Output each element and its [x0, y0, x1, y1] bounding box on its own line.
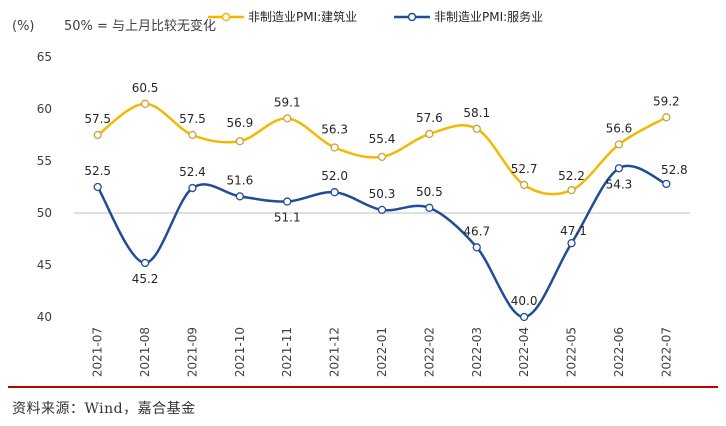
data-point [188, 130, 197, 140]
chart-annotation: 50% = 与上月比较无变化 [64, 18, 216, 34]
data-point [140, 258, 150, 268]
data-label: 50.5 [416, 185, 443, 199]
y-tick-label: 50 [37, 206, 52, 220]
data-point [662, 113, 671, 122]
data-label: 57.5 [84, 112, 111, 126]
data-label: 52.5 [84, 164, 111, 178]
pmi-line-chart: 40 45 50 55 60 65 2021-07 2021-08 2021-09 2021-10… [12, 9, 690, 377]
data-point [614, 140, 624, 149]
data-label: 51.6 [226, 173, 253, 187]
data-label: 60.5 [132, 81, 159, 95]
data-label: 57.5 [179, 112, 206, 126]
x-tick-label: 2022-01 [375, 327, 389, 377]
unit-note: (%) [12, 19, 35, 34]
data-point [567, 185, 576, 195]
data-label: 47.1 [560, 224, 587, 238]
data-point [520, 312, 529, 322]
data-label: 40.0 [511, 294, 538, 308]
x-tick-label: 2022-06 [612, 327, 626, 377]
data-label: 59.2 [653, 94, 680, 108]
x-tick-label: 2021-10 [233, 327, 247, 377]
data-point [330, 143, 339, 152]
x-tick-label: 2022-02 [422, 327, 436, 377]
data-point [188, 183, 197, 193]
data-label: 55.4 [369, 132, 396, 146]
data-point [520, 180, 529, 190]
x-tick-label: 2021-11 [280, 327, 294, 377]
data-point [472, 124, 481, 133]
x-tick-label: 2022-07 [659, 327, 673, 377]
data-point [425, 129, 434, 139]
data-label: 52.4 [179, 165, 206, 179]
source-note: 资料来源：Wind，嘉合基金 [12, 401, 196, 417]
x-tick-label: 2021-09 [185, 327, 199, 377]
data-point [425, 203, 434, 212]
data-label: 54.3 [606, 177, 633, 191]
data-label: 56.9 [226, 116, 253, 130]
legend-label: 非制造业PMI:建筑业 [248, 9, 357, 24]
data-point [662, 179, 671, 189]
data-label: 52.7 [511, 162, 538, 176]
data-point [614, 164, 624, 173]
data-label: 56.6 [606, 121, 633, 135]
data-point [93, 130, 102, 140]
legend-marker [221, 12, 231, 22]
data-point [235, 137, 244, 146]
data-point [330, 188, 339, 197]
data-point [93, 182, 102, 192]
x-tick-label: 2021-08 [138, 327, 152, 377]
footer-divider [8, 386, 718, 388]
data-label: 51.1 [274, 211, 301, 225]
data-point [472, 243, 481, 252]
data-point [283, 197, 292, 206]
data-label: 52.2 [558, 169, 585, 183]
data-label: 45.2 [132, 272, 159, 286]
data-point [140, 99, 150, 108]
data-label: 56.3 [321, 122, 348, 136]
data-point [283, 114, 292, 123]
y-tick-label: 45 [37, 258, 52, 272]
legend-marker [407, 12, 417, 22]
x-tick-label: 2022-04 [517, 327, 531, 377]
x-tick-label: 2022-03 [470, 327, 484, 377]
data-point [377, 205, 387, 215]
data-point [377, 152, 387, 161]
data-label: 46.7 [463, 224, 490, 238]
data-label: 52.8 [661, 163, 688, 177]
data-point [235, 192, 244, 201]
data-label: 57.6 [416, 111, 443, 125]
data-label: 50.3 [369, 187, 396, 201]
y-tick-label: 40 [37, 310, 52, 324]
y-tick-label: 55 [37, 154, 52, 168]
data-label: 58.1 [463, 106, 490, 120]
x-tick-label: 2021-12 [328, 327, 342, 377]
x-tick-label: 2021-07 [91, 327, 105, 377]
data-label: 59.1 [274, 95, 301, 109]
y-tick-label: 60 [37, 102, 52, 116]
data-label: 52.0 [321, 169, 348, 183]
y-tick-label: 65 [37, 50, 52, 64]
data-point [567, 239, 576, 248]
x-tick-label: 2022-05 [565, 327, 579, 377]
legend-label: 非制造业PMI:服务业 [434, 9, 543, 24]
